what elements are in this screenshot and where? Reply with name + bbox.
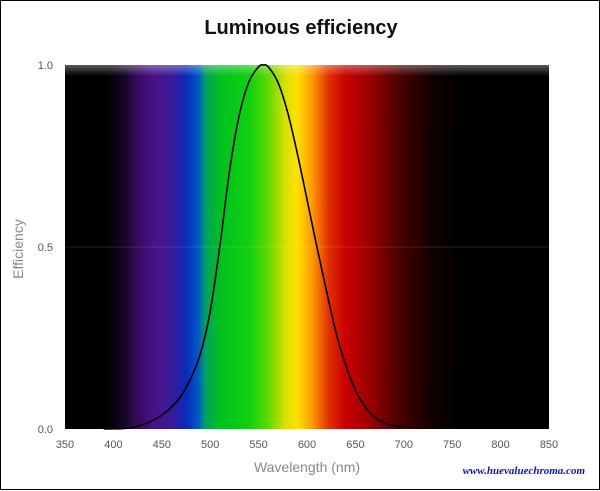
x-axis-label: Wavelength (nm) [254,459,360,475]
y-tick-label: 1.0 [38,60,53,72]
y-tick-labels: 0.0 0.5 1.0 [38,60,53,436]
x-tick-label: 350 [56,439,74,451]
chart-title: Luminous efficiency [204,17,398,39]
x-tick-label: 450 [153,439,171,451]
y-tick-label: 0.0 [38,424,53,436]
y-tick-label: 0.5 [38,242,53,254]
x-tick-label: 600 [298,439,316,451]
x-tick-label: 650 [346,439,364,451]
efficiency-curve [103,64,404,430]
watermark-link[interactable]: www.huevaluechroma.com [462,465,585,477]
spectrum-top-highlight [65,65,549,429]
x-tick-label: 850 [540,439,558,451]
x-tick-labels: 350 400 450 500 550 600 650 700 750 800 850 [56,439,558,451]
x-tick-label: 700 [395,439,413,451]
x-tick-label: 800 [491,439,509,451]
x-tick-label: 550 [249,439,267,451]
x-tick-label: 500 [201,439,219,451]
y-axis-label: Efficiency [10,219,26,279]
x-tick-label: 400 [104,439,122,451]
x-tick-label: 750 [443,439,461,451]
